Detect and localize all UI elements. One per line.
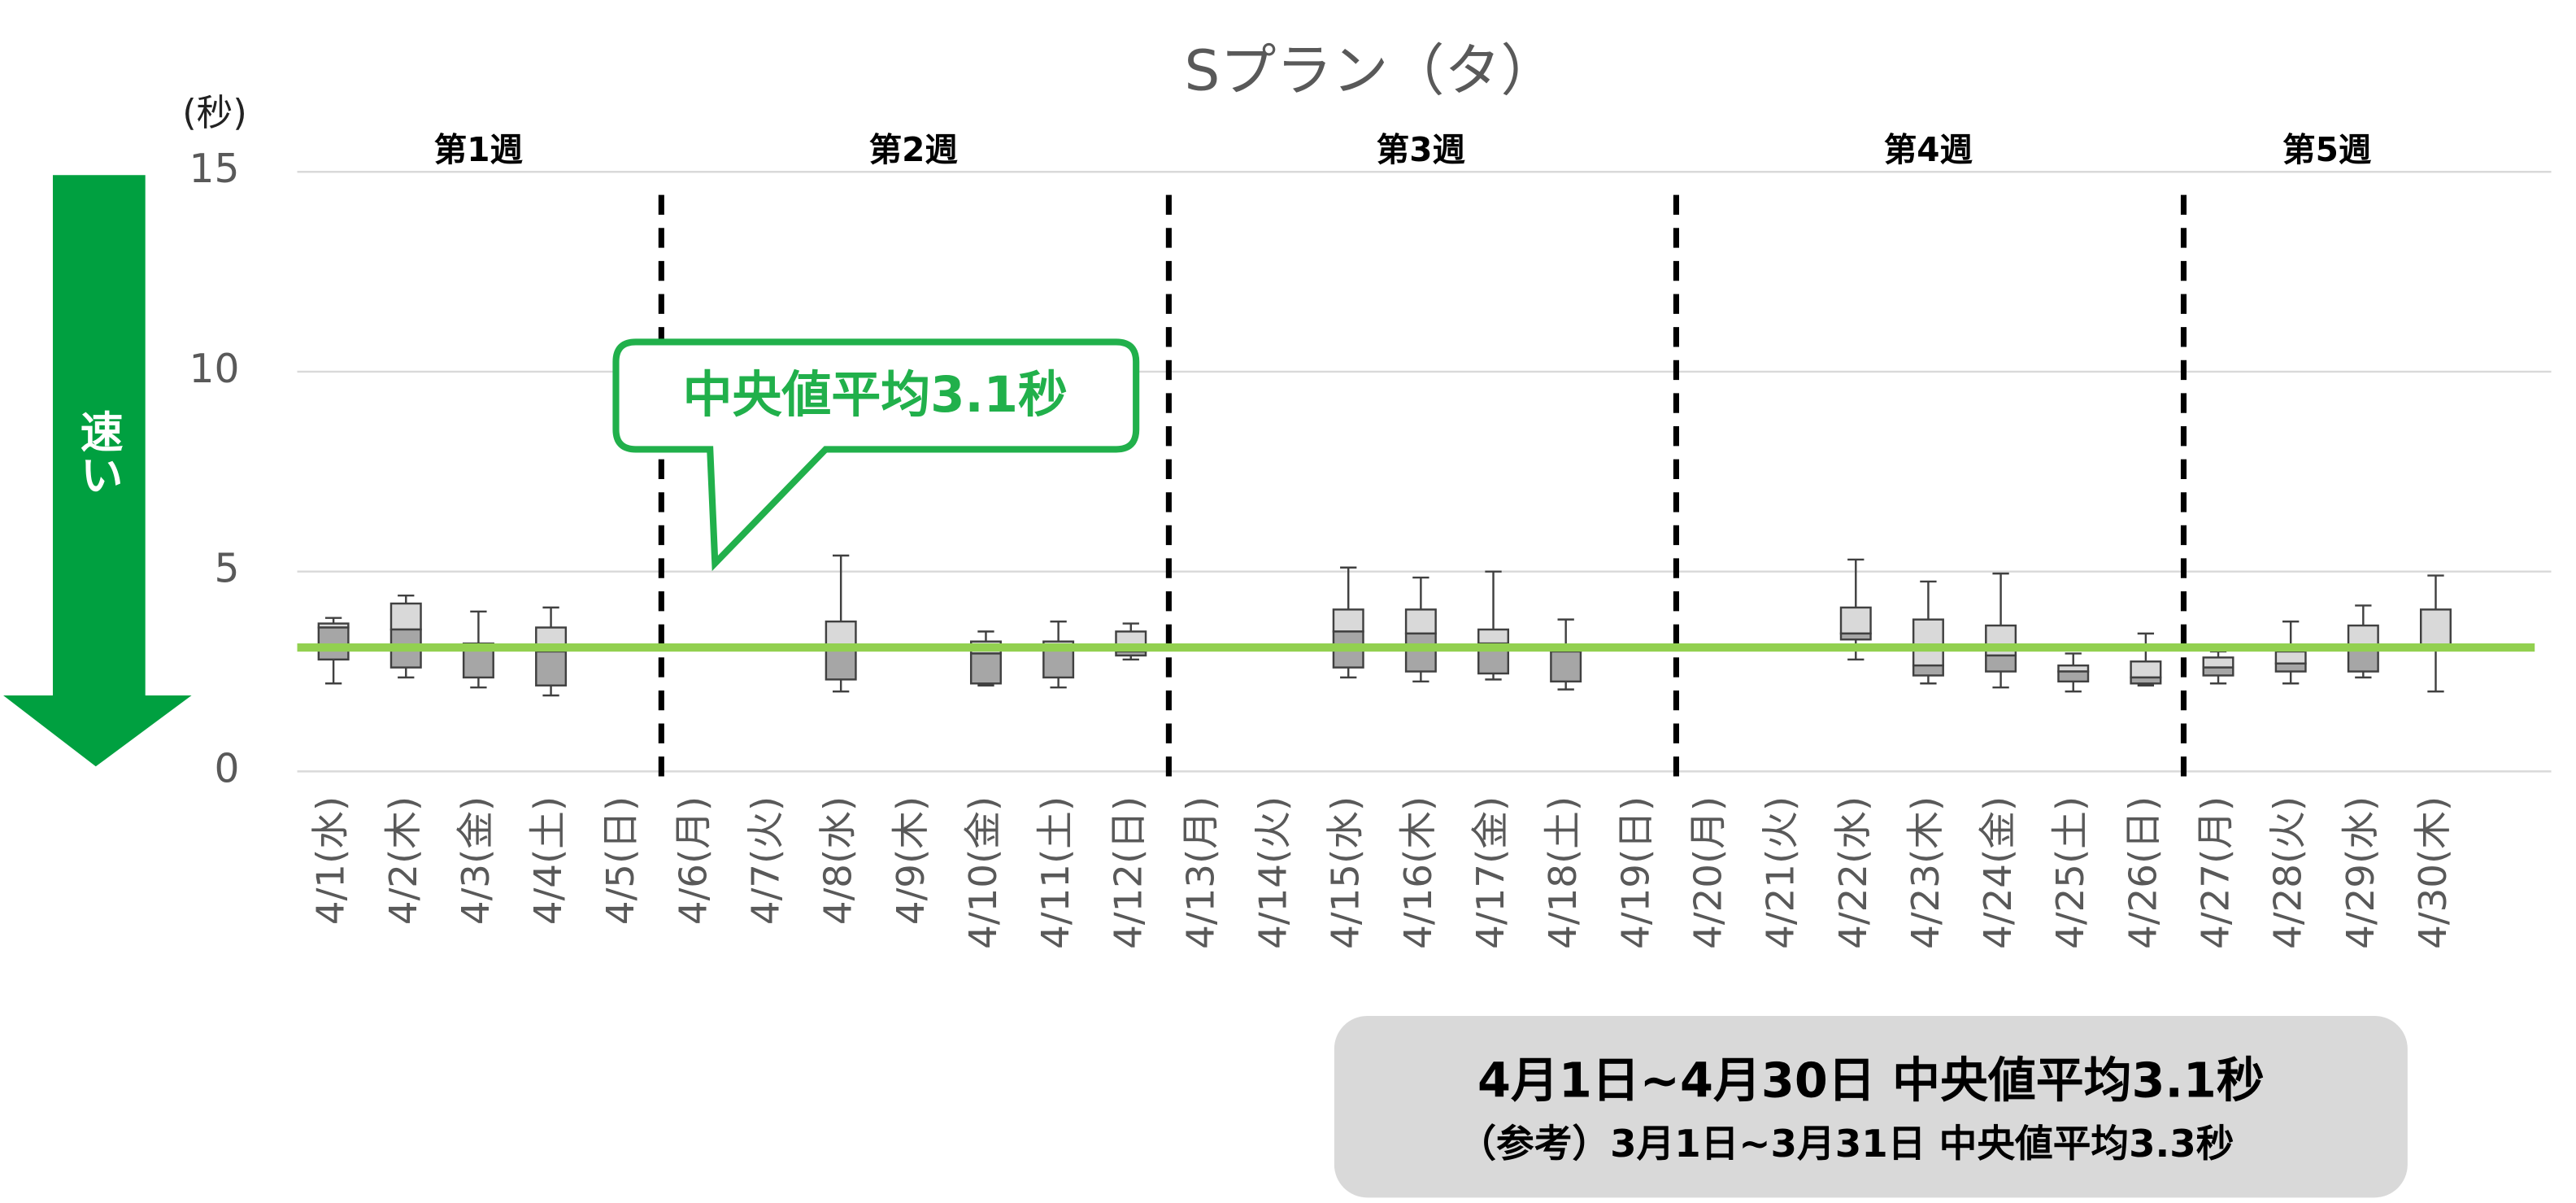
- box-lower: [1404, 632, 1437, 673]
- callout-text: 中央値平均3.1秒: [683, 366, 1068, 424]
- box-upper: [1839, 606, 1872, 635]
- box-lower: [1115, 650, 1147, 657]
- box-lower: [1550, 650, 1582, 683]
- box-lower: [2130, 676, 2162, 685]
- x-tick-label: 4/3(金): [455, 796, 498, 925]
- box-upper: [1477, 628, 1510, 645]
- x-tick-label: 4/16(木): [1397, 796, 1441, 949]
- x-tick-label: 4/11(土): [1034, 796, 1078, 949]
- box-upper: [2202, 656, 2234, 669]
- week-label: 第2週: [869, 130, 959, 169]
- x-tick-label: 4/6(月): [672, 796, 716, 925]
- y-tick-label: 5: [214, 547, 239, 592]
- y-tick-label: 0: [214, 746, 239, 791]
- x-tick-label: 4/18(土): [1542, 796, 1586, 949]
- box-upper: [1332, 608, 1364, 633]
- x-tick-label: 4/19(日): [1614, 796, 1658, 949]
- week-label: 第4週: [1884, 130, 1973, 169]
- x-tick-label: 4/13(月): [1179, 796, 1223, 949]
- x-tick-label: 4/5(日): [599, 796, 643, 925]
- box-upper: [389, 602, 422, 631]
- x-tick-label: 4/21(火): [1760, 796, 1804, 949]
- chart-title: Sプラン（タ）: [1185, 38, 1557, 103]
- box-lower: [825, 648, 857, 681]
- week-label: 第1週: [434, 130, 524, 169]
- box-lower: [1042, 646, 1075, 679]
- x-tick-label: 4/2(木): [382, 796, 426, 925]
- box-upper: [1404, 608, 1437, 635]
- x-tick-label: 4/27(月): [2195, 796, 2239, 949]
- x-tick-label: 4/15(水): [1325, 796, 1368, 949]
- x-tick-label: 4/7(火): [745, 796, 789, 925]
- y-tick-label: 15: [189, 146, 239, 192]
- x-tick-label: 4/28(火): [2267, 796, 2311, 949]
- x-tick-label: 4/14(火): [1252, 796, 1296, 949]
- summary-main: 4月1日~4月30日 中央値平均3.1秒: [1477, 1052, 2265, 1108]
- box-lower: [1912, 664, 1944, 677]
- x-tick-label: 4/10(金): [962, 796, 1006, 949]
- x-tick-label: 4/17(金): [1469, 796, 1513, 949]
- x-tick-label: 4/26(日): [2121, 796, 2165, 949]
- summary-reference: （参考）3月1日~3月31日 中央値平均3.3秒: [1458, 1122, 2234, 1166]
- x-tick-label: 4/24(金): [1977, 796, 2021, 949]
- x-tick-label: 4/12(日): [1107, 796, 1151, 949]
- x-tick-label: 4/30(木): [2412, 796, 2456, 949]
- x-tick-label: 4/20(月): [1686, 796, 1730, 949]
- y-unit: (秒): [182, 92, 247, 134]
- speed-arrow: [3, 175, 192, 767]
- callout-bubble: [612, 338, 1140, 572]
- speed-label: 速い: [73, 410, 123, 496]
- week-label: 第3週: [1377, 130, 1466, 169]
- box-upper: [1912, 618, 1944, 667]
- y-tick-label: 10: [189, 347, 239, 392]
- x-tick-label: 4/1(水): [310, 796, 354, 925]
- x-tick-label: 4/25(土): [2049, 796, 2093, 949]
- box-lower: [2274, 662, 2307, 673]
- box-lower: [969, 652, 1002, 685]
- week-label: 第5週: [2282, 130, 2372, 169]
- box-lower: [2202, 666, 2234, 677]
- box-upper: [2130, 660, 2162, 679]
- box-lower: [1839, 632, 1872, 641]
- box-lower: [2057, 670, 2090, 683]
- x-tick-label: 4/22(水): [1832, 796, 1876, 949]
- box-upper: [2419, 608, 2452, 647]
- x-tick-label: 4/29(水): [2339, 796, 2383, 949]
- summary-box: [1334, 1015, 2408, 1198]
- box-lower: [462, 646, 494, 679]
- x-tick-label: 4/9(木): [890, 796, 933, 925]
- box-upper: [2274, 650, 2307, 665]
- x-tick-label: 4/4(土): [527, 796, 571, 925]
- box-lower: [535, 650, 568, 686]
- x-tick-label: 4/8(水): [817, 796, 861, 925]
- x-tick-label: 4/23(木): [1904, 796, 1948, 949]
- box-lower: [1985, 654, 2017, 673]
